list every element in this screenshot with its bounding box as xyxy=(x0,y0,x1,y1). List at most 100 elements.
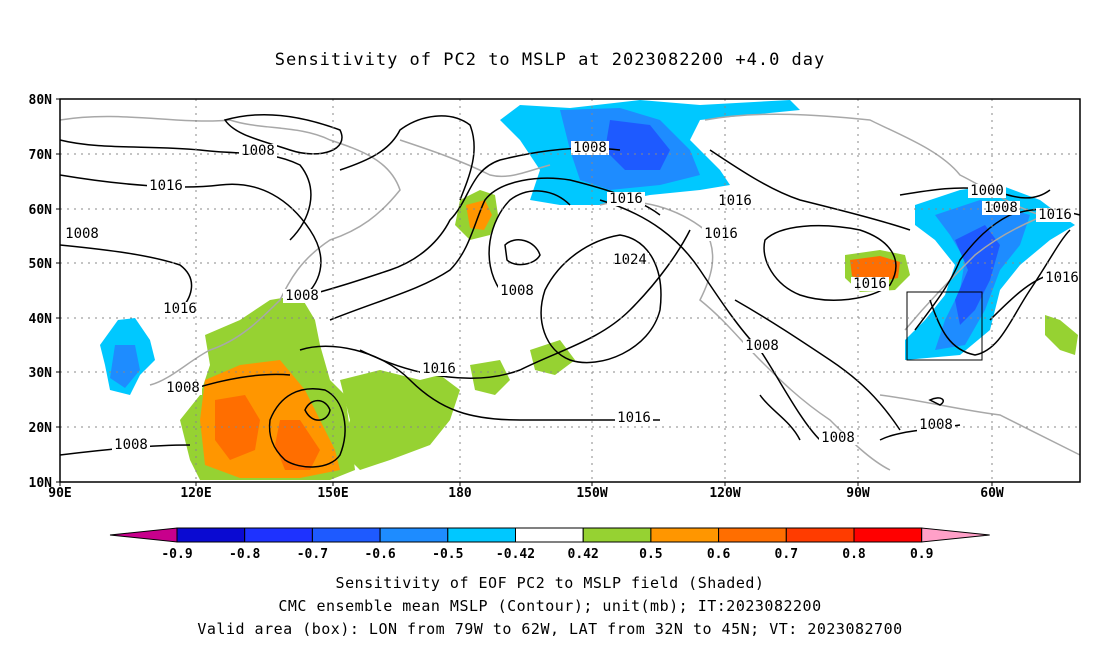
lat-tick-label: 70N xyxy=(29,148,53,163)
contour-label-bg xyxy=(851,277,889,291)
contour-label-bg xyxy=(63,227,101,241)
contour-label: 1008 xyxy=(500,283,534,299)
contour-label: 1016 xyxy=(617,410,651,426)
contour-label-bg xyxy=(571,141,609,155)
lon-tick-label: 180 xyxy=(448,486,472,501)
contour-label-bg xyxy=(607,192,645,206)
contour-label: 1016 xyxy=(853,276,887,292)
contour-label-bg xyxy=(702,227,740,241)
valid-area-box xyxy=(906,291,983,361)
contour-label: 1008 xyxy=(241,143,275,159)
colorbar-swatch xyxy=(244,527,313,543)
colorbar-label: -0.7 xyxy=(297,547,328,562)
contour-label: 1024 xyxy=(613,252,647,268)
contour-label-bg xyxy=(1036,208,1074,222)
lon-tick-label: 60W xyxy=(980,486,1004,501)
colorbar-left-arrow xyxy=(109,527,178,543)
pos-shade-wpac-deep2 xyxy=(275,420,320,470)
pos-shade-wpac-deep xyxy=(215,395,260,460)
footer-line-1: Sensitivity of EOF PC2 to MSLP field (Sh… xyxy=(335,574,765,592)
colorbar-swatch xyxy=(176,527,246,543)
colorbar-label: -0.5 xyxy=(432,547,463,562)
pos-shade-eatl xyxy=(1045,315,1078,355)
contour-label: 1016 xyxy=(718,193,752,209)
contour-label-bg xyxy=(420,362,458,376)
contour-label-bg xyxy=(819,431,857,445)
contour-label: 1008 xyxy=(745,338,779,354)
contour-label: 1008 xyxy=(821,430,855,446)
contour-label-bg xyxy=(147,179,185,193)
contour-label: 1016 xyxy=(163,301,197,317)
colorbar-label: -0.6 xyxy=(364,547,395,562)
lat-tick-label: 50N xyxy=(29,257,53,272)
colorbar-label: 0.42 xyxy=(568,547,599,562)
colorbar-swatch xyxy=(379,527,449,543)
contour-label: 1008 xyxy=(65,226,99,242)
contour-label: 1008 xyxy=(984,200,1018,216)
contour-label: 1016 xyxy=(1045,270,1079,286)
colorbar-label: -0.8 xyxy=(229,547,260,562)
contour-label-bg xyxy=(112,438,150,452)
lat-tick-label: 60N xyxy=(29,203,53,218)
colorbar-label: 0.7 xyxy=(775,547,798,562)
colorbar-label: 0.9 xyxy=(910,547,933,562)
footer-line-2: CMC ensemble mean MSLP (Contour); unit(m… xyxy=(278,597,822,615)
colorbar-swatch xyxy=(447,527,516,543)
colorbar-label: 0.5 xyxy=(639,547,662,562)
lat-lon-grid xyxy=(60,99,1080,482)
contour-label: 1008 xyxy=(285,288,319,304)
lat-tick-label: 30N xyxy=(29,366,53,381)
lon-tick-label: 120E xyxy=(180,486,211,501)
pos-shade-midpac xyxy=(340,370,460,470)
colorbar-swatch xyxy=(650,527,720,543)
map-frame xyxy=(59,98,1081,483)
contour-labels: 1008 1016 1008 1016 1008 1008 1008 1016 1008 1016… xyxy=(63,140,1081,453)
colorbar-right-arrow xyxy=(921,527,990,543)
colorbar-label: 0.8 xyxy=(842,547,866,562)
colorbar-label: -0.42 xyxy=(496,547,535,562)
colorbar-swatch xyxy=(718,527,787,543)
colorbar-swatch xyxy=(515,527,584,543)
contour-label: 1016 xyxy=(704,226,738,242)
colorbar-swatch xyxy=(311,527,381,543)
contour-label-bg xyxy=(968,184,1006,198)
contour-label: 1016 xyxy=(149,178,183,194)
pos-shade-midpac3 xyxy=(530,340,575,375)
contour-label-bg xyxy=(283,289,321,303)
contour-label: 1008 xyxy=(114,437,148,453)
lat-tick-label: 40N xyxy=(29,312,53,327)
contour-label: 1000 xyxy=(970,183,1004,199)
lat-tick-label: 80N xyxy=(29,93,53,108)
contour-label: 1016 xyxy=(609,191,643,207)
contour-label-bg xyxy=(1043,271,1081,285)
lon-tick-label: 90E xyxy=(48,486,71,501)
contour-label-bg xyxy=(917,418,955,432)
lon-tick-label: 120W xyxy=(709,486,740,501)
lon-tick-label: 150E xyxy=(317,486,348,501)
contour-label-bg xyxy=(743,339,781,353)
contour-label: 1016 xyxy=(1038,207,1072,223)
contour-label: 1008 xyxy=(919,417,953,433)
footer-line-3: Valid area (box): LON from 79W to 62W, L… xyxy=(197,620,903,638)
contour-label-bg xyxy=(615,411,653,425)
colorbar-label: 0.6 xyxy=(707,547,731,562)
lat-tick-label: 20N xyxy=(29,421,53,436)
colorbar-label: -0.9 xyxy=(161,547,192,562)
lat-tick-label: 10N xyxy=(29,476,53,491)
map-title: Sensitivity of PC2 to MSLP at 2023082200… xyxy=(274,50,826,70)
sensitivity-shading xyxy=(100,100,1078,480)
contour-label: 1008 xyxy=(573,140,607,156)
colorbar-swatch xyxy=(582,527,652,543)
colorbar-swatch xyxy=(853,527,923,543)
contour-label: 1008 xyxy=(166,380,200,396)
lon-tick-label: 90W xyxy=(846,486,870,501)
neg-shade-asia-core xyxy=(110,345,140,388)
contour-label-bg xyxy=(498,284,536,298)
neg-shade-atlantic-deep xyxy=(955,225,1000,325)
colorbar: -0.9 -0.8 -0.7 -0.6 -0.5 -0.42 0.42 0.5 0.6 0.7 0.… xyxy=(109,527,990,562)
colorbar-swatch xyxy=(785,527,855,543)
contour-label-bg xyxy=(164,381,202,395)
contour-label-bg xyxy=(161,302,199,316)
